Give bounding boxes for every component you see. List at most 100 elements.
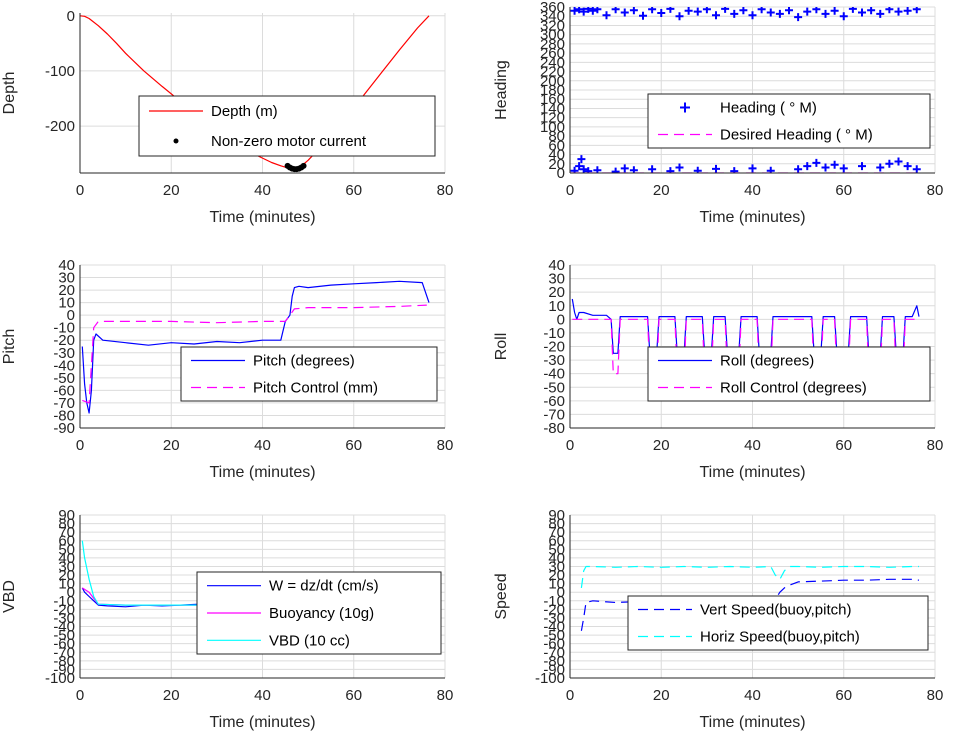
series-2-point — [611, 167, 620, 173]
series-1-point — [867, 7, 876, 15]
legend-box — [647, 93, 931, 149]
x-tick-label: 20 — [163, 437, 180, 454]
series-1-point — [912, 7, 921, 14]
legend-label: Horiz Speed(buoy,pitch) — [700, 629, 860, 646]
y-tick-label: 60 — [58, 533, 75, 550]
y-tick-label: 20 — [548, 284, 565, 301]
y-tick-label: 60 — [548, 137, 565, 154]
y-tick-label: -50 — [543, 627, 565, 644]
series-1-point — [570, 7, 579, 15]
y-axis-label: Speed — [493, 573, 510, 619]
y-tick-label: 100 — [540, 119, 565, 136]
y-tick-label: -40 — [53, 619, 75, 636]
legend-box — [647, 346, 931, 402]
y-tick-label: 90 — [58, 507, 75, 524]
y-tick-label: 0 — [67, 584, 75, 601]
y-tick-label: 20 — [548, 567, 565, 584]
x-tick-label: 60 — [345, 182, 362, 199]
series-1-point — [584, 7, 593, 13]
series-2-point — [584, 167, 593, 173]
x-tick-label: 60 — [345, 687, 362, 704]
series-1-point — [757, 7, 766, 14]
y-tick-label: -20 — [53, 601, 75, 618]
x-tick-label: 80 — [437, 687, 454, 704]
y-tick-label: 10 — [548, 298, 565, 315]
y-tick-label: -90 — [53, 661, 75, 678]
series-1-line — [81, 280, 430, 414]
y-tick-label: 80 — [548, 516, 565, 533]
y-tick-label: -50 — [53, 627, 75, 644]
y-tick-label: 0 — [67, 307, 75, 324]
x-axis-label: Time (minutes) — [699, 464, 805, 481]
y-tick-label: -30 — [543, 352, 565, 369]
series-1-point — [876, 9, 885, 18]
x-tick-label: 0 — [76, 182, 84, 199]
y-tick-label: -50 — [543, 379, 565, 396]
x-tick-label: 0 — [76, 687, 84, 704]
x-tick-label: 80 — [927, 687, 944, 704]
series-1-point — [693, 7, 702, 16]
x-tick-label: 80 — [927, 437, 944, 454]
series-2-point — [620, 164, 629, 173]
series-1-point — [620, 8, 629, 17]
y-tick-label: 30 — [58, 558, 75, 575]
x-tick-label: 20 — [163, 687, 180, 704]
series-2-point — [885, 159, 894, 168]
series-1-point — [848, 7, 857, 13]
y-tick-label: 60 — [548, 533, 565, 550]
x-tick-label: 60 — [835, 182, 852, 199]
legend-label: Pitch (degrees) — [253, 353, 355, 370]
y-tick-label: -20 — [543, 601, 565, 618]
series-2-point — [821, 163, 830, 172]
series-2-point — [912, 165, 921, 173]
chart-panel-5: 0 20 40 60 809080706050403020100-10-20-30-40… — [1, 507, 453, 731]
series-2-point — [300, 162, 307, 169]
y-tick-label: -10 — [543, 593, 565, 610]
series-1-point — [602, 11, 611, 20]
x-tick-label: 0 — [566, 437, 574, 454]
y-tick-label: -10 — [53, 593, 75, 610]
series-2-line — [82, 304, 427, 404]
series-1-point — [812, 7, 821, 14]
y-tick-label: 0 — [67, 8, 75, 25]
series-2-point — [579, 165, 588, 173]
series-1-point — [821, 9, 830, 18]
series-2-point — [803, 162, 812, 171]
series-2-point — [766, 166, 775, 173]
y-tick-label: -100 — [45, 63, 75, 80]
series-2-point — [830, 160, 839, 169]
y-tick-label: -80 — [543, 420, 565, 437]
y-tick-label: 20 — [58, 282, 75, 299]
y-tick-label: -100 — [535, 670, 565, 687]
series-2-point — [666, 167, 675, 173]
y-tick-label: 0 — [557, 584, 565, 601]
series-2-point — [570, 166, 579, 173]
series-1-point — [657, 8, 666, 17]
y-tick-label: 220 — [540, 64, 565, 81]
series-2-point — [894, 157, 903, 166]
y-tick-label: 80 — [548, 128, 565, 145]
y-tick-label: 320 — [540, 17, 565, 34]
y-tick-label: -60 — [53, 636, 75, 653]
series-2-point — [693, 166, 702, 173]
y-tick-label: 90 — [548, 507, 565, 524]
x-tick-label: 40 — [744, 437, 761, 454]
series-2-point — [712, 164, 720, 173]
y-tick-label: 180 — [540, 82, 565, 99]
legend-box — [138, 95, 436, 157]
chart-panel-6: 0 20 40 60 809080706050403020100-10-20-30-40… — [493, 507, 943, 731]
y-tick-label: 120 — [540, 110, 565, 127]
x-tick-label: 60 — [345, 437, 362, 454]
y-tick-label: 10 — [58, 295, 75, 312]
y-tick-label: 80 — [58, 516, 75, 533]
y-axis-label: Pitch — [1, 329, 18, 365]
x-axis-label: Time (minutes) — [699, 714, 805, 731]
legend-label: VBD (10 cc) — [269, 632, 350, 649]
series-2-point — [675, 163, 684, 172]
y-axis-label: Depth — [1, 72, 18, 115]
y-tick-label: 20 — [58, 567, 75, 584]
y-axis-label: Roll — [493, 333, 510, 361]
series-2-point — [858, 162, 866, 171]
y-tick-label: -30 — [543, 610, 565, 627]
legend-label: Roll Control (degrees) — [720, 380, 867, 397]
